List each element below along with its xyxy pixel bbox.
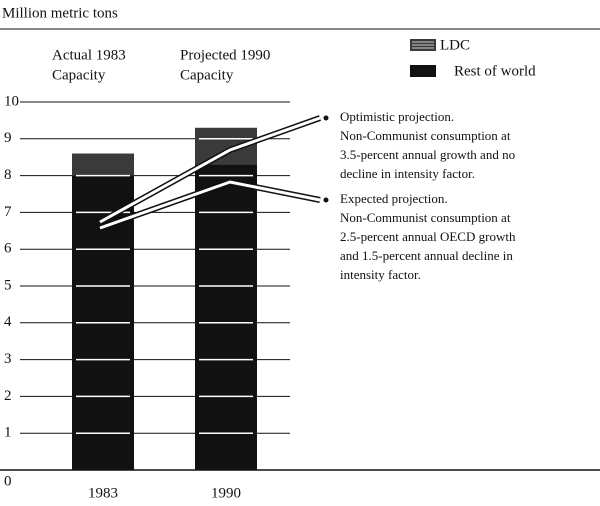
x-tick-label: 1983	[88, 485, 118, 501]
legend-swatch	[410, 65, 436, 77]
annotation-text: Non-Communist consumption at	[340, 128, 511, 143]
legend-label: LDC	[440, 37, 470, 53]
y-tick-label: 5	[4, 277, 12, 293]
column-header: Capacity	[52, 67, 106, 83]
annotation-text: Optimistic projection.	[340, 109, 454, 124]
y-tick-label: 9	[4, 130, 12, 146]
column-header: Actual 1983	[52, 47, 126, 63]
column-header: Capacity	[180, 67, 234, 83]
y-tick-label: 4	[4, 314, 12, 330]
annotation-text: 2.5-percent annual OECD growth	[340, 229, 516, 244]
annotation-text: intensity factor.	[340, 267, 421, 282]
y-tick-label: 0	[4, 473, 12, 489]
y-tick-label: 6	[4, 241, 12, 257]
y-tick-label: 7	[4, 204, 12, 220]
bullet	[323, 115, 329, 121]
y-tick-label: 2	[4, 388, 12, 404]
y-tick-label: 8	[4, 167, 12, 183]
bar-segment	[195, 164, 257, 470]
bullet	[323, 197, 329, 203]
column-header: Projected 1990	[180, 47, 270, 63]
expected-connector-inner	[99, 180, 321, 230]
bar-segment	[72, 153, 134, 176]
optimistic-connector-inner	[99, 116, 321, 224]
y-tick-label: 1	[4, 425, 12, 441]
chart-title: Million metric tons	[2, 5, 118, 21]
x-tick-label: 1990	[211, 485, 241, 501]
annotation-text: 3.5-percent annual growth and no	[340, 147, 515, 162]
annotation-text: and 1.5-percent annual decline in	[340, 248, 513, 263]
annotation-text: Expected projection.	[340, 191, 448, 206]
annotation-text: Non-Communist consumption at	[340, 210, 511, 225]
y-tick-label: 10	[4, 93, 19, 109]
y-tick-label: 3	[4, 351, 12, 367]
annotation-text: decline in intensity factor.	[340, 166, 475, 181]
legend-label: Rest of world	[454, 63, 536, 79]
